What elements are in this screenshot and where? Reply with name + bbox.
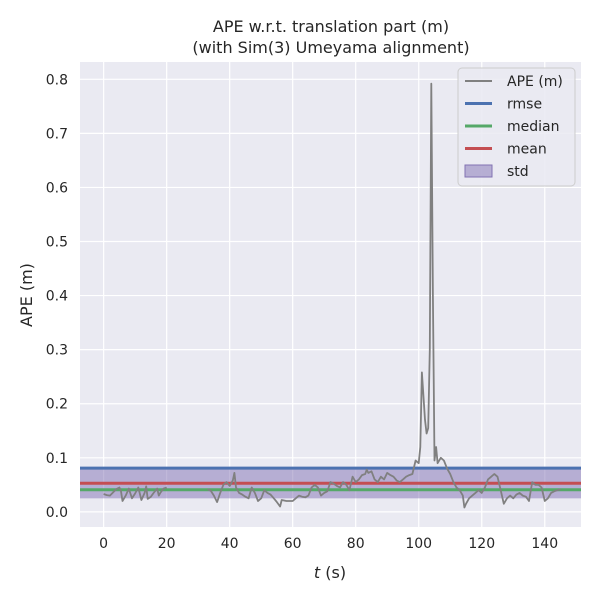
y-axis-label: APE (m) xyxy=(17,263,36,327)
x-axis-label-var: t xyxy=(314,563,321,582)
ape-line-segment xyxy=(207,82,561,509)
x-tick-label: 80 xyxy=(347,536,365,552)
y-tick-label: 0.1 xyxy=(46,451,68,467)
legend: APE (m) rmse median mean std xyxy=(457,67,576,187)
x-axis-label-unit: (s) xyxy=(320,563,346,582)
y-tick-label: 0.0 xyxy=(46,505,68,521)
y-tick-label: 0.3 xyxy=(46,343,68,359)
y-tick-label: 0.7 xyxy=(46,126,68,142)
legend-label: std xyxy=(507,164,529,180)
x-tick-label: 20 xyxy=(158,536,176,552)
legend-swatch-std xyxy=(464,164,493,178)
x-tick-label: 140 xyxy=(531,536,558,552)
chart-subtitle: (with Sim(3) Umeyama alignment) xyxy=(192,38,469,57)
x-tick-label: 120 xyxy=(468,536,495,552)
legend-label: median xyxy=(507,119,559,135)
legend-label: rmse xyxy=(507,97,542,113)
y-tick-label: 0.5 xyxy=(46,235,68,251)
x-ticks: 0 20 40 60 80 100 120 140 xyxy=(99,536,558,552)
y-tick-label: 0.8 xyxy=(46,72,68,88)
x-axis-label: t (s) xyxy=(314,563,346,582)
y-ticks: 0.0 0.1 0.2 0.3 0.4 0.5 0.6 0.7 0.8 xyxy=(46,72,68,521)
x-tick-label: 60 xyxy=(284,536,302,552)
y-tick-label: 0.4 xyxy=(46,289,68,305)
x-tick-label: 100 xyxy=(405,536,432,552)
ape-series xyxy=(103,82,561,509)
x-tick-label: 0 xyxy=(99,536,108,552)
chart-title: APE w.r.t. translation part (m) xyxy=(213,17,449,36)
x-tick-label: 40 xyxy=(221,536,239,552)
y-tick-label: 0.2 xyxy=(46,397,68,413)
y-tick-label: 0.6 xyxy=(46,180,68,196)
legend-label: APE (m) xyxy=(507,74,563,90)
legend-box xyxy=(457,67,576,187)
legend-label: mean xyxy=(507,142,547,158)
ape-line-segment xyxy=(103,485,167,502)
